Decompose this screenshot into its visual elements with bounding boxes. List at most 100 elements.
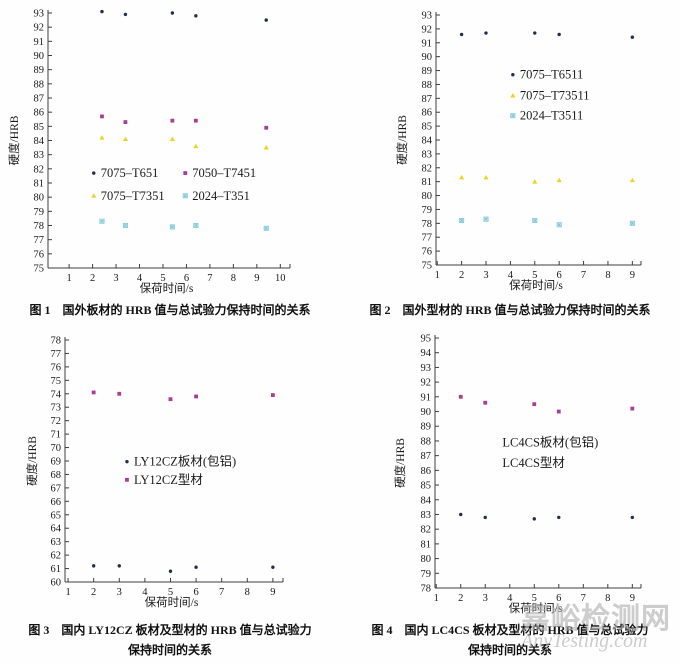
svg-text:保荷时间/s: 保荷时间/s [145,595,199,609]
svg-text:85: 85 [421,481,432,492]
svg-text:9: 9 [270,587,275,598]
svg-text:80: 80 [421,554,432,565]
svg-text:硬度/HRB: 硬度/HRB [395,115,409,165]
svg-text:7: 7 [581,593,586,604]
svg-text:9: 9 [254,273,259,284]
svg-text:77: 77 [422,233,433,244]
svg-text:5: 5 [168,587,173,598]
svg-text:7: 7 [219,587,224,598]
svg-text:84: 84 [34,136,45,147]
svg-text:66: 66 [51,497,62,508]
svg-text:6: 6 [184,273,189,284]
svg-text:95: 95 [421,334,432,345]
svg-text:85: 85 [422,122,433,133]
svg-text:90: 90 [422,52,433,63]
svg-text:7075–T73511: 7075–T73511 [520,89,590,103]
svg-text:3: 3 [113,273,118,284]
svg-text:92: 92 [422,24,433,35]
svg-text:7050–T7451: 7050–T7451 [192,166,256,180]
svg-text:8: 8 [605,270,610,281]
svg-text:7: 7 [207,273,212,284]
caption-line: 保持时间的关系 [127,643,212,658]
svg-text:LY12CZ板材(包铝): LY12CZ板材(包铝) [134,454,236,469]
svg-text:2: 2 [458,593,463,604]
svg-text:73: 73 [51,403,62,414]
svg-text:4: 4 [507,593,513,604]
caption-line: 图 1 国外板材的 HRB 值与总试验力保持时间的关系 [29,303,311,317]
svg-text:5: 5 [160,273,165,284]
svg-text:87: 87 [34,94,45,105]
svg-text:84: 84 [421,495,432,506]
svg-text:87: 87 [421,451,432,462]
figure-1-caption: 图 1 国外板材的 HRB 值与总试验力保持时间的关系 [0,300,340,320]
caption-line: 图 3 国内 LY12CZ 板材及型材的 HRB 值与总试验力 [28,623,312,637]
svg-text:76: 76 [51,362,62,373]
svg-text:2024–T3511: 2024–T3511 [520,109,583,123]
svg-text:2: 2 [90,273,95,284]
figure-4-caption: 图 4 国内 LC4CS 板材及型材的 HRB 值与总试验力 保持时间的关系 [340,620,680,661]
svg-text:9: 9 [630,270,635,281]
svg-text:78: 78 [421,584,432,595]
svg-text:62: 62 [51,551,62,562]
svg-text:2: 2 [91,587,96,598]
svg-text:85: 85 [34,122,45,133]
svg-text:72: 72 [51,416,62,427]
svg-text:82: 82 [422,163,433,174]
svg-text:89: 89 [422,66,433,77]
svg-text:硬度/HRB: 硬度/HRB [393,438,407,488]
svg-text:10: 10 [275,273,286,284]
svg-text:硬度/HRB: 硬度/HRB [25,436,39,486]
svg-text:保荷时间/s: 保荷时间/s [509,278,563,292]
figure-2: 75 76 77 78 79 80 81 82 83 84 85 86 87 88 89 90 91 92 93 1 2… [340,0,680,320]
svg-text:LC4CS型材: LC4CS型材 [502,456,565,470]
svg-text:1: 1 [435,270,440,281]
svg-text:8: 8 [245,587,250,598]
svg-text:1: 1 [434,593,439,604]
svg-text:3: 3 [117,587,122,598]
svg-text:4: 4 [508,270,514,281]
svg-text:保荷时间/s: 保荷时间/s [509,601,563,615]
svg-text:6: 6 [193,587,198,598]
svg-text:80: 80 [422,191,433,202]
svg-text:6: 6 [557,270,562,281]
svg-text:5: 5 [532,593,537,604]
svg-text:90: 90 [34,51,45,62]
svg-text:83: 83 [422,149,433,160]
svg-text:LC4CS板材(包铝): LC4CS板材(包铝) [502,434,598,449]
svg-text:80: 80 [34,193,45,204]
svg-text:70: 70 [51,443,62,454]
svg-text:93: 93 [34,9,45,20]
svg-text:75: 75 [51,376,62,387]
svg-text:79: 79 [422,205,433,216]
svg-text:63: 63 [51,537,62,548]
svg-text:65: 65 [51,510,62,521]
svg-text:2: 2 [459,270,464,281]
svg-text:7075–T651: 7075–T651 [101,166,159,180]
svg-text:64: 64 [51,524,62,535]
svg-text:90: 90 [421,407,432,418]
svg-text:67: 67 [51,483,62,494]
svg-text:81: 81 [34,179,45,190]
svg-text:91: 91 [421,392,432,403]
svg-text:79: 79 [421,569,432,580]
svg-text:6: 6 [556,593,561,604]
svg-text:77: 77 [34,235,45,246]
svg-text:68: 68 [51,470,62,481]
svg-text:5: 5 [532,270,537,281]
svg-text:82: 82 [34,164,45,175]
svg-text:74: 74 [51,389,62,400]
svg-text:60: 60 [51,578,62,589]
svg-text:91: 91 [34,37,45,48]
figure-1: 75 76 77 78 79 80 81 82 83 84 85 86 87 88 89 90 91 92 93 1 2… [0,0,340,320]
figure-3-caption: 图 3 国内 LY12CZ 板材及型材的 HRB 值与总试验力 保持时间的关系 [0,620,340,661]
caption-line: 保持时间的关系 [467,643,552,658]
figure-2-caption: 图 2 国外型材的 HRB 值与总试验力保持时间的关系 [340,300,680,320]
svg-text:LY12CZ型材: LY12CZ型材 [134,473,203,487]
svg-text:76: 76 [34,249,45,260]
figure-4: 78 79 80 81 82 83 84 85 86 87 88 89 90 91 92 93 94 95 1 2 3 4… [340,330,680,661]
svg-text:78: 78 [34,221,45,232]
svg-text:4: 4 [142,587,148,598]
